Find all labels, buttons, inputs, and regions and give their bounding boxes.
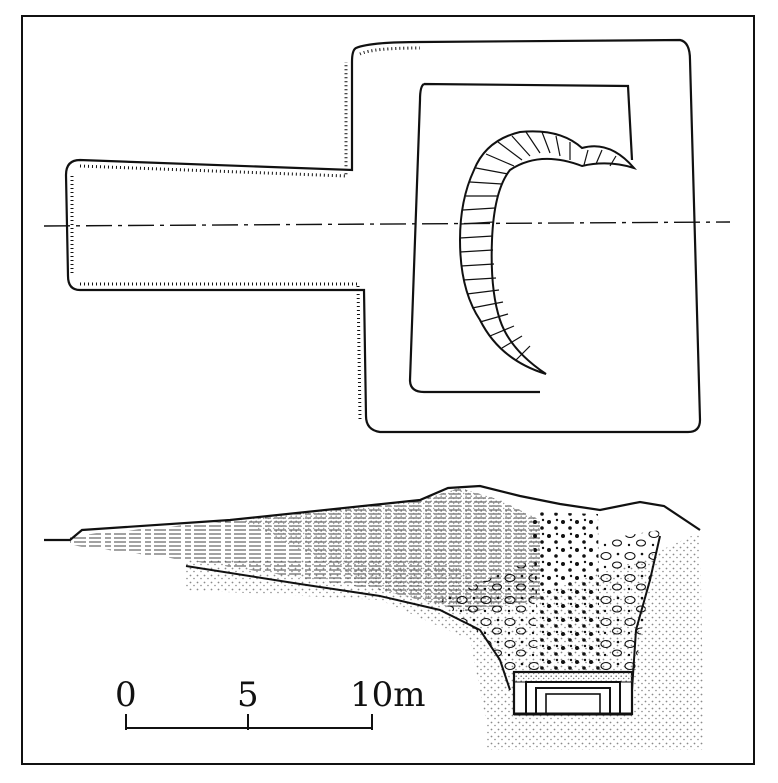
plan-view — [43, 38, 731, 434]
scale-bar-label-10m: 10m — [350, 675, 426, 715]
scale-bar: 0 5 10m — [115, 675, 426, 730]
section-old-ground-line — [185, 565, 511, 691]
scale-bar-label-0: 0 — [115, 675, 137, 715]
section-view — [44, 484, 704, 750]
section-gravel-fill — [440, 560, 540, 690]
plan-centre-axis — [43, 221, 731, 227]
plan-crescent-ridge — [458, 130, 638, 375]
plan-inner-chamber-outline — [408, 82, 634, 394]
section-mound-profile — [44, 484, 701, 542]
plan-outer-outline — [64, 38, 702, 434]
section-dotted-fill-column — [532, 512, 600, 690]
plan-crescent-hachures — [459, 131, 617, 361]
scale-bar-label-5: 5 — [237, 675, 259, 715]
section-gravel-fill-right — [598, 530, 660, 690]
section-mound-stipple-band — [240, 488, 540, 612]
section-burial-chamber — [512, 670, 634, 716]
section-pit-right-edge — [631, 535, 661, 691]
